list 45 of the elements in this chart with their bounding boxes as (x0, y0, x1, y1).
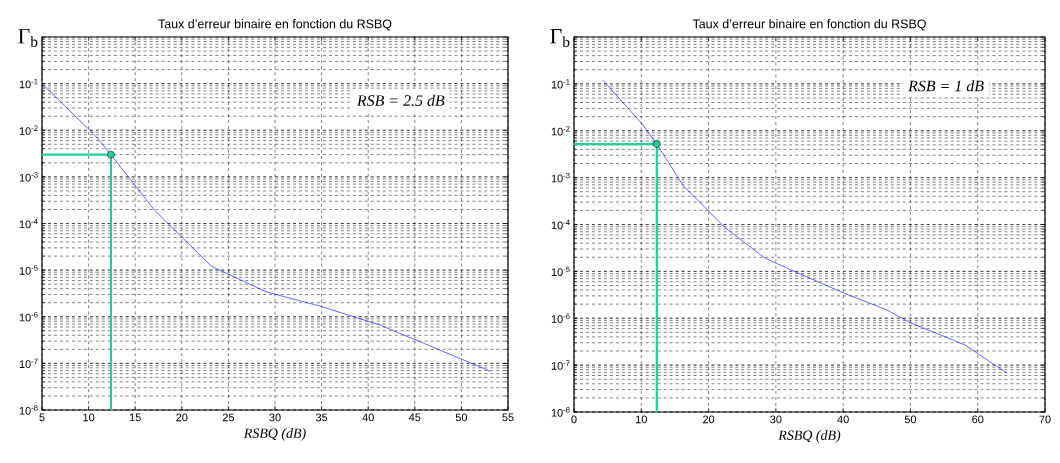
y-tick-label: 10$^{-5}$ (551, 266, 570, 277)
x-tick-label: 40 (837, 415, 849, 424)
y-tick-label: 10$^{-1}$ (19, 78, 38, 89)
x-tick-label: 30 (269, 413, 281, 422)
y-tick-label: 10$^{-5}$ (19, 265, 38, 275)
y-tick-label: 10$^{-6}$ (19, 312, 38, 322)
y-tick-label: 10$^{-4}$ (19, 218, 38, 229)
x-tick-label: 10 (83, 413, 95, 422)
x-tick-label: 45 (408, 413, 421, 422)
y-tick-label: 10$^{-1}$ (551, 79, 570, 89)
chart-title: Taux d’erreur binaire en fonction du RSBQ (158, 19, 392, 31)
y-tick-label: 10$^{-7}$ (19, 358, 38, 369)
x-tick-label: 20 (176, 413, 188, 422)
x-tick-label: 30 (770, 415, 782, 424)
x-tick-label: 50 (904, 415, 917, 424)
y-axis-title: Γ$_{b}$ (550, 29, 570, 48)
x-tick-label: 40 (362, 413, 374, 422)
x-tick-label: 25 (222, 413, 235, 422)
y-tick-label: 10$^{-3}$ (19, 172, 38, 182)
x-tick-label: 15 (129, 413, 141, 422)
y-tick-label: 10$^{-8}$ (19, 405, 38, 415)
y-tick-label: 10$^{-8}$ (551, 407, 570, 417)
x-tick-label: 5 (39, 413, 45, 422)
y-tick-label: 10$^{-7}$ (551, 360, 570, 370)
x-axis-title: RSBQ (dB) (243, 428, 306, 441)
x-tick-label: 70 (1039, 415, 1051, 424)
line-series (41, 83, 491, 372)
x-tick-label: 55 (502, 413, 514, 422)
annotation: RSB = 2.5 dB (356, 94, 445, 107)
x-axis-title: RSBQ (dB) (778, 430, 841, 443)
x-tick-label: 20 (703, 415, 715, 424)
x-tick-label: 0 (571, 415, 577, 424)
annotation: RSB = 1 dB (908, 80, 984, 92)
y-tick-label: 10$^{-2}$ (19, 125, 38, 135)
line-series (602, 79, 1007, 374)
x-tick-label: 10 (636, 415, 647, 424)
y-tick-label: 10$^{-4}$ (551, 219, 570, 230)
x-tick-label: 35 (315, 413, 328, 422)
y-tick-label: 10$^{-3}$ (551, 172, 570, 183)
chart-title: Taux d’erreur binaire en fonction du RSBQ (692, 19, 926, 31)
x-tick-label: 60 (972, 415, 984, 424)
y-tick-label: 10$^{-6}$ (551, 313, 570, 323)
x-tick-label: 50 (455, 413, 468, 422)
y-tick-label: 10$^{-2}$ (551, 126, 570, 136)
y-axis-title: Γ$_{b}$ (18, 28, 38, 47)
